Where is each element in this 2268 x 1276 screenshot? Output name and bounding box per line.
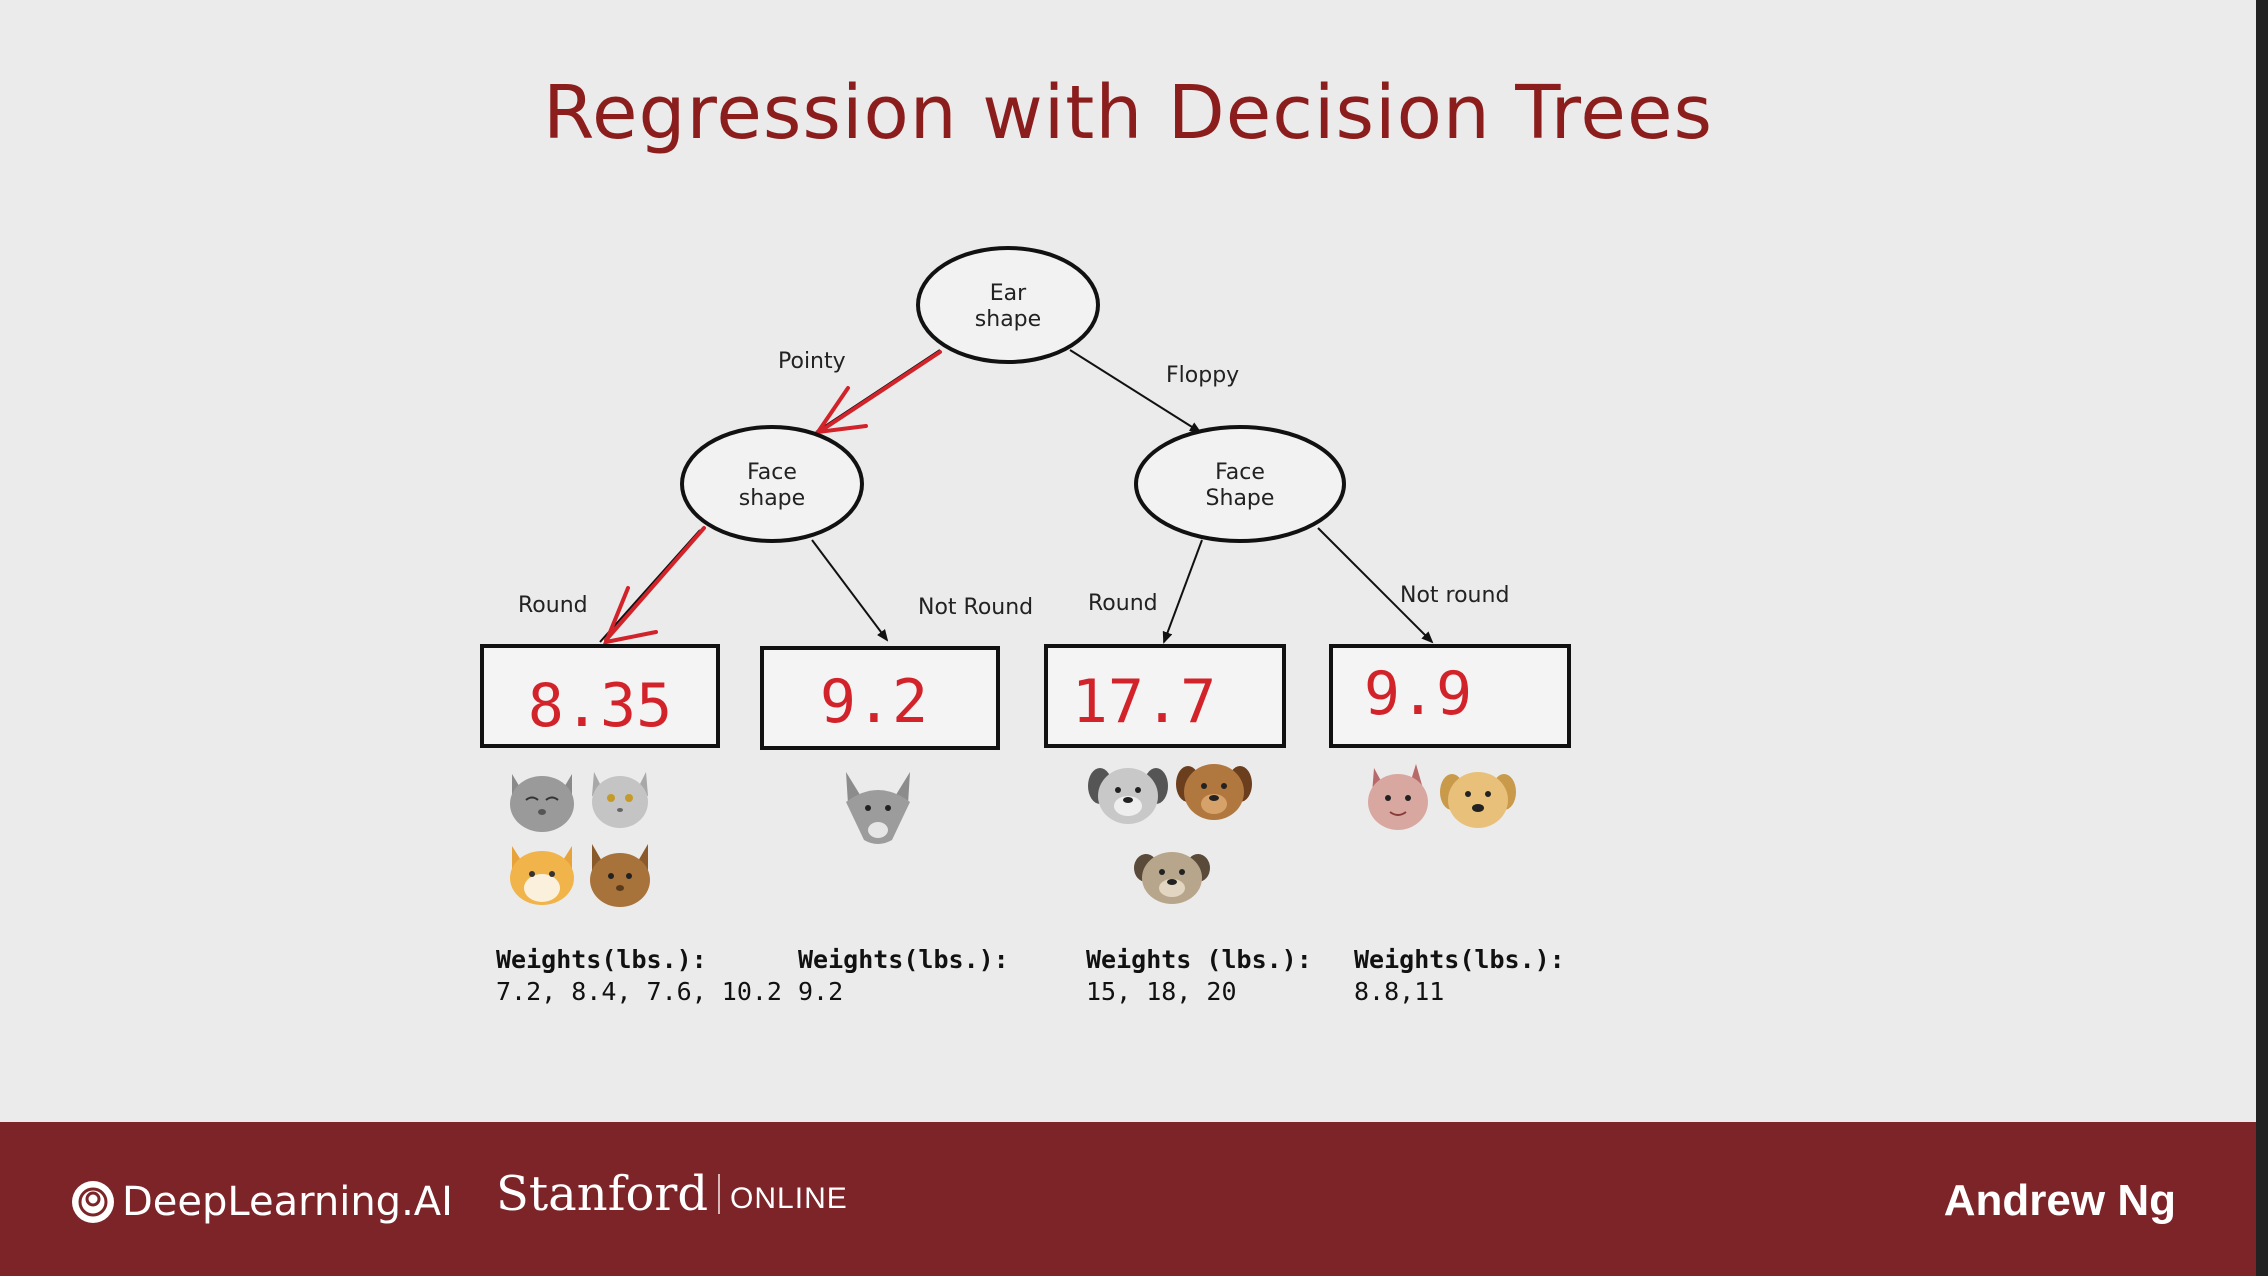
leaf-3-weights-values: 15, 18, 20 — [1086, 977, 1237, 1006]
leaf-3-weights-label: Weights (lbs.): — [1086, 945, 1312, 974]
grey-cat-pointy-icon — [846, 772, 910, 844]
leaf-3-value: 17.7 — [1072, 667, 1217, 737]
deeplearning-text: DeepLearning.AI — [122, 1179, 453, 1225]
brown-dog-icon — [1176, 764, 1252, 820]
leaf-1-weights-values: 7.2, 8.4, 7.6, 10.2 — [496, 977, 782, 1006]
white-grey-cat-icon — [592, 772, 648, 828]
pink-cat-icon — [1368, 764, 1428, 830]
leaf-3: 17.7 — [1044, 644, 1286, 748]
stanford-divider — [718, 1174, 721, 1214]
decision-tree-diagram: Ear shape Face shape Face Shape Pointy F… — [480, 246, 1571, 907]
deeplearning-logo: DeepLearning.AI — [70, 1174, 453, 1230]
tan-pug-icon — [1134, 852, 1210, 904]
leaf-2-value: 9.2 — [820, 667, 928, 737]
slide-title: Regression with Decision Trees — [542, 70, 1714, 156]
edge-left-right — [811, 539, 889, 642]
leaf-4-weights: Weights(lbs.): 8.8,11 — [1354, 944, 1565, 1008]
stanford-online-logo: Stanford ONLINE — [496, 1166, 848, 1222]
leaf-1: 8.35 — [480, 644, 720, 748]
node-left-label-1: Face — [747, 460, 797, 485]
golden-dog-icon — [1440, 772, 1516, 828]
leaf-1-weights: Weights(lbs.): 7.2, 8.4, 7.6, 10.2 — [496, 944, 782, 1008]
node-root-label-1: Ear — [990, 281, 1027, 306]
leaf-2-weights: Weights(lbs.): 9.2 — [798, 944, 1009, 1008]
leaf-2-weights-values: 9.2 — [798, 977, 844, 1006]
edge-label-round-right: Round — [1088, 591, 1158, 616]
edge-right-left — [1162, 539, 1203, 644]
leaf-4-weights-label: Weights(lbs.): — [1354, 945, 1565, 974]
leaf-4-value: 9.9 — [1364, 659, 1472, 729]
node-root-label-2: shape — [975, 307, 1041, 332]
red-arrow-round — [602, 526, 706, 645]
leaf-3-weights: Weights (lbs.): 15, 18, 20 — [1086, 944, 1312, 1008]
instructor-name: Andrew Ng — [1943, 1176, 2176, 1225]
leaf-2-weights-label: Weights(lbs.): — [798, 945, 1009, 974]
node-right: Face Shape — [1134, 425, 1346, 543]
leaf-1-weights-label: Weights(lbs.): — [496, 945, 707, 974]
footer-bar — [0, 1122, 2268, 1276]
orange-cat-icon — [510, 846, 574, 905]
brown-cat-icon — [590, 844, 650, 907]
node-root: Ear shape — [916, 246, 1100, 364]
edge-root-right — [1069, 349, 1202, 434]
leaf-4-weights-values: 8.8,11 — [1354, 977, 1445, 1006]
node-right-label-1: Face — [1215, 460, 1265, 485]
leaf-4: 9.9 — [1329, 644, 1571, 748]
node-left: Face shape — [680, 425, 864, 543]
edge-label-round-left: Round — [518, 593, 588, 618]
grey-cat-icon — [510, 774, 574, 832]
edge-label-not-round-right: Not round — [1400, 583, 1509, 608]
node-left-label-2: shape — [739, 486, 805, 511]
deeplearning-swirl-icon — [72, 1181, 114, 1223]
right-edge-border — [2256, 0, 2268, 1276]
leaf-2: 9.2 — [760, 646, 1000, 750]
node-right-label-2: Shape — [1206, 486, 1275, 511]
online-text: ONLINE — [730, 1182, 848, 1215]
edge-label-floppy: Floppy — [1166, 363, 1239, 388]
edge-label-not-round-left: Not Round — [918, 595, 1033, 620]
edge-right-right — [1317, 527, 1434, 644]
slide: Regression with Decision Trees Ear shape — [480, 70, 1714, 1008]
leaf-1-value: 8.35 — [528, 671, 673, 741]
edge-label-pointy: Pointy — [778, 349, 846, 374]
stanford-text: Stanford — [496, 1166, 709, 1222]
grey-pug-icon — [1088, 768, 1168, 824]
red-arrow-pointy — [813, 350, 942, 435]
